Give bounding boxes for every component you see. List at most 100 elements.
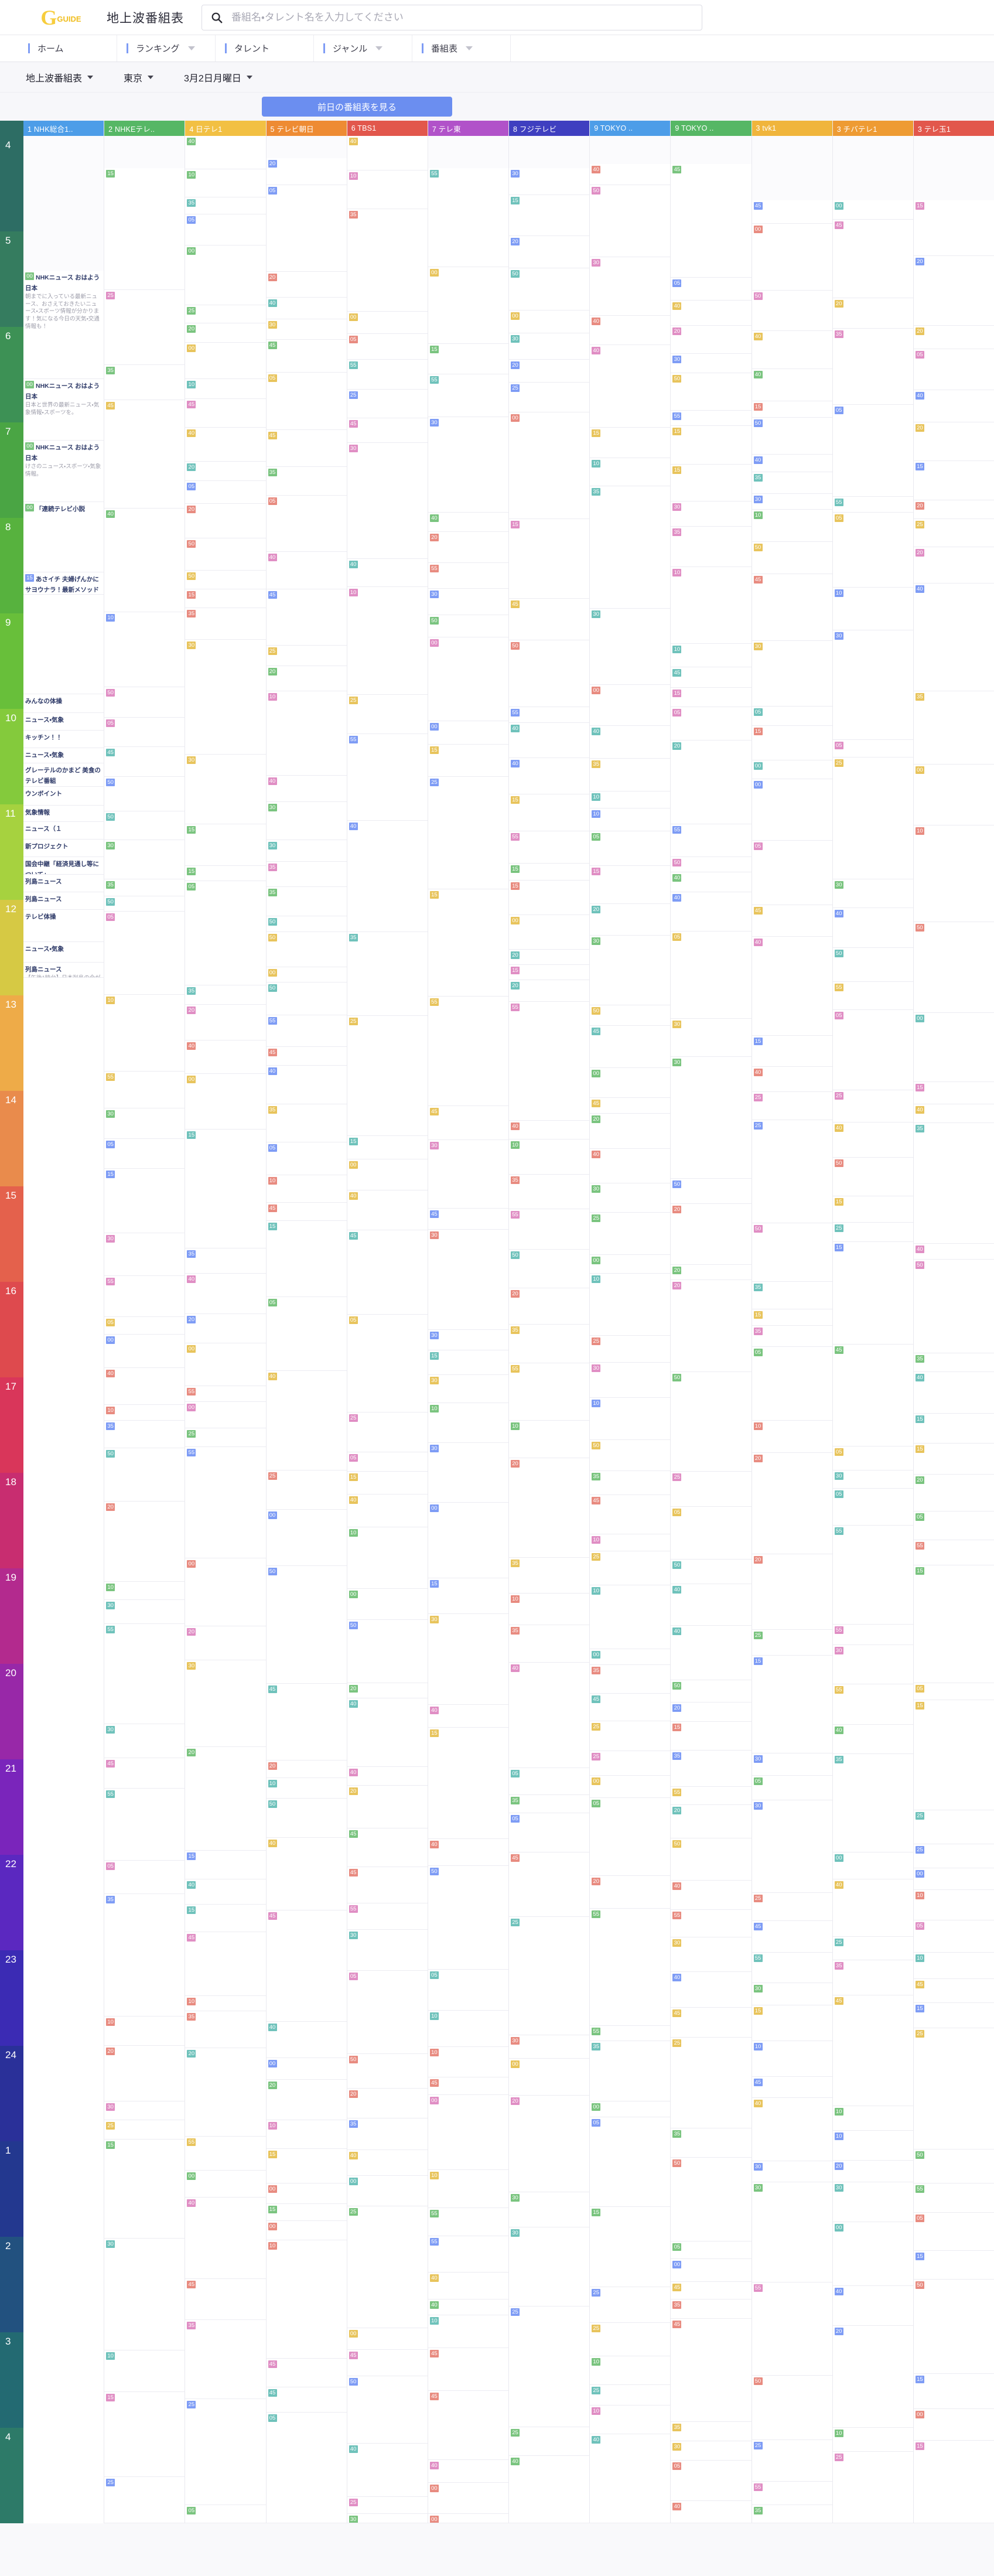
program-cell[interactable]: 40 <box>671 1881 752 1910</box>
program-cell[interactable]: 05 <box>671 278 752 301</box>
program-cell[interactable]: 20 <box>509 1458 590 1558</box>
program-cell[interactable]: 55 <box>509 1363 590 1421</box>
program-cell[interactable]: 50 <box>671 2158 752 2241</box>
program-cell[interactable]: 10 <box>590 1534 671 1551</box>
program-cell[interactable]: 10 <box>428 2170 509 2208</box>
program-cell[interactable]: 00 <box>913 765 994 825</box>
program-cell[interactable]: 10 <box>185 169 266 197</box>
program-cell[interactable]: 40 <box>752 1067 832 1092</box>
program-cell[interactable]: 35 <box>185 608 266 640</box>
program-cell[interactable]: 00 <box>266 967 347 982</box>
program-cell[interactable]: 新プロジェクト <box>23 840 104 857</box>
program-cell[interactable]: 00 <box>347 312 428 334</box>
program-cell[interactable]: 35 <box>590 486 671 609</box>
program-cell[interactable]: 40 <box>509 1121 590 1139</box>
program-cell[interactable]: 40 <box>347 1190 428 1230</box>
program-cell[interactable]: 05 <box>913 1683 994 1700</box>
program-cell[interactable]: 10 <box>347 587 428 695</box>
program-cell[interactable]: 25 <box>509 383 590 412</box>
program-cell[interactable]: ニュース・気象 <box>23 713 104 731</box>
program-cell[interactable]: 20 <box>347 2089 428 2118</box>
program-cell[interactable]: 40 <box>266 776 347 802</box>
program-cell[interactable]: 30 <box>671 354 752 373</box>
program-cell[interactable]: 05 <box>266 373 347 430</box>
program-cell[interactable]: 30 <box>832 879 913 908</box>
program-cell[interactable]: 50 <box>752 291 832 331</box>
program-cell[interactable]: 35 <box>185 1248 266 1274</box>
program-cell[interactable]: 10 <box>428 2011 509 2047</box>
program-cell[interactable]: 20 <box>752 1453 832 1554</box>
program-cell[interactable]: 55 <box>104 1072 185 1108</box>
program-cell[interactable]: 20 <box>913 1475 994 1512</box>
program-cell[interactable]: 40 <box>266 1066 347 1104</box>
program-cell[interactable]: 40 <box>266 298 347 319</box>
program-cell[interactable]: 35 <box>752 1326 832 1347</box>
program-cell[interactable]: 05 <box>590 2117 671 2207</box>
program-cell[interactable]: 25 <box>266 646 347 666</box>
program-cell[interactable]: 40 <box>671 2501 752 2523</box>
program-cell[interactable]: 40 <box>590 726 671 759</box>
program-cell[interactable]: 10 <box>671 567 752 644</box>
program-cell[interactable]: 00 <box>509 2059 590 2096</box>
program-cell[interactable]: 50 <box>671 1179 752 1204</box>
program-cell[interactable]: 40 <box>752 937 832 1036</box>
program-cell[interactable]: 30 <box>752 641 832 707</box>
program-cell[interactable]: 55 <box>671 824 752 857</box>
program-cell[interactable]: 05 <box>590 1798 671 1876</box>
program-cell[interactable]: 30 <box>266 319 347 340</box>
program-cell[interactable]: 30 <box>266 840 347 862</box>
program-cell[interactable]: 50 <box>671 857 752 872</box>
program-cell[interactable]: 30 <box>104 1233 185 1276</box>
program-cell[interactable]: 列島ニュース <box>23 875 104 892</box>
program-cell[interactable]: 30 <box>590 609 671 685</box>
program-cell[interactable]: 05 <box>671 707 752 741</box>
program-cell[interactable]: 05 <box>104 1317 185 1335</box>
program-cell[interactable]: 00 <box>913 1013 994 1082</box>
program-cell[interactable]: 05 <box>509 1813 590 1852</box>
program-cell[interactable]: 40 <box>832 1879 913 1937</box>
program-cell[interactable]: 10 <box>104 612 185 687</box>
program-cell[interactable]: 35 <box>671 527 752 567</box>
search-input[interactable] <box>230 11 694 24</box>
program-cell[interactable]: 50 <box>913 2149 994 2183</box>
program-cell[interactable]: 30 <box>509 2192 590 2227</box>
program-cell[interactable]: 30 <box>428 1614 509 1705</box>
program-cell[interactable]: 10 <box>185 1996 266 2011</box>
program-cell[interactable]: 50 <box>104 687 185 718</box>
program-cell[interactable]: グレーテルのかまど 美食のテレビ番組 <box>23 763 104 787</box>
program-cell[interactable]: 45 <box>832 1345 913 1446</box>
nav-item-home[interactable]: ホーム <box>19 35 117 62</box>
program-cell[interactable]: 30 <box>590 257 671 316</box>
program-cell[interactable]: 35 <box>752 472 832 494</box>
program-cell[interactable]: 30 <box>185 1660 266 1747</box>
program-cell[interactable]: 00 <box>590 1255 671 1274</box>
program-cell[interactable]: 15 <box>185 824 266 866</box>
search-box[interactable] <box>201 4 702 30</box>
program-cell[interactable]: 40 <box>347 821 428 932</box>
program-cell[interactable]: ニュース（１ <box>23 822 104 840</box>
program-cell[interactable]: 00 NHKニュース おはよう日本 日本と世界の最新ニュース・気象情報・スポーツを。 <box>23 379 104 441</box>
program-cell[interactable]: 35 <box>347 209 428 312</box>
channel-header[interactable]: 1 NHK総合1.. <box>23 121 104 136</box>
program-cell[interactable]: 40 <box>428 1839 509 1866</box>
program-cell[interactable]: 40 <box>671 892 752 932</box>
program-cell[interactable]: 15 <box>185 1851 266 1879</box>
program-cell[interactable]: みんなの体操 <box>23 694 104 713</box>
gguide-logo[interactable]: G GUIDE <box>23 7 98 28</box>
program-cell[interactable]: 15 <box>671 426 752 465</box>
program-cell[interactable]: 15 <box>913 2441 994 2523</box>
program-cell[interactable]: 30 <box>428 1443 509 1503</box>
program-cell[interactable]: 15 <box>428 745 509 777</box>
program-cell[interactable]: 50 <box>266 916 347 932</box>
program-cell[interactable]: 05 <box>104 1861 185 1894</box>
program-cell[interactable]: 45 <box>104 1758 185 1789</box>
program-cell[interactable]: 15 <box>428 1578 509 1614</box>
program-cell[interactable]: 20 <box>266 272 347 298</box>
program-cell[interactable]: 15 <box>832 1196 913 1223</box>
program-cell[interactable]: 30 <box>590 1183 671 1213</box>
prev-day-button[interactable]: 前日の番組表を見る <box>262 97 452 117</box>
program-cell[interactable]: 45 <box>185 399 266 428</box>
program-cell[interactable]: 05 <box>913 1512 994 1540</box>
program-cell[interactable]: 30 <box>185 755 266 824</box>
program-cell[interactable]: 15 <box>509 965 590 980</box>
